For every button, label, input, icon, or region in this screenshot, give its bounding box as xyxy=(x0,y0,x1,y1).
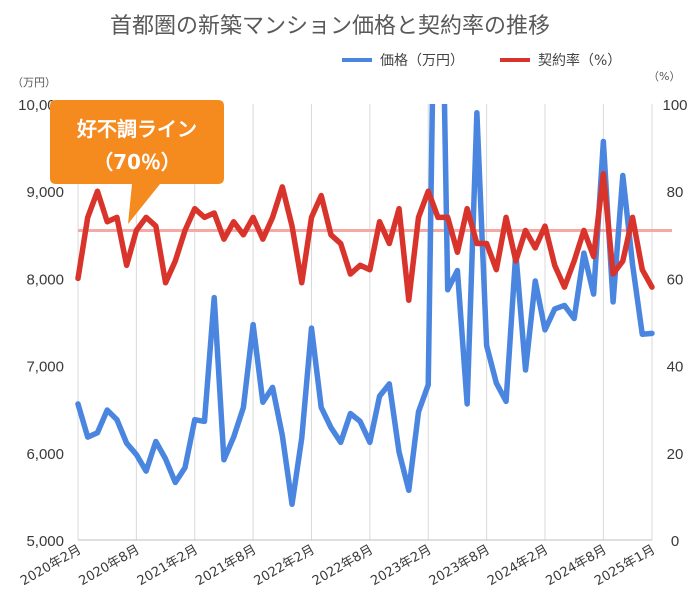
left-tick-label: 8,000 xyxy=(26,271,64,288)
x-tick-label: 2023年8月 xyxy=(427,542,493,589)
right-axis-ticks: 0 20 40 60 80 100 xyxy=(662,97,687,550)
right-axis-unit: （%） xyxy=(648,70,680,83)
callout-bubble xyxy=(50,100,224,224)
legend: 価格（万円） 契約率（%） xyxy=(342,52,621,69)
right-tick-label: 20 xyxy=(667,446,684,463)
x-tick-label: 2020年8月 xyxy=(77,542,143,589)
contract-rate-series-line xyxy=(75,171,655,303)
left-tick-label: 6,000 xyxy=(26,446,64,463)
legend-price-label: 価格（万円） xyxy=(380,53,464,69)
left-tick-label: 9,000 xyxy=(26,184,64,201)
x-tick-label: 2023年2月 xyxy=(368,542,434,589)
callout-line1: 好不調ライン xyxy=(76,117,197,141)
x-tick-label: 2021年2月 xyxy=(135,542,201,589)
left-tick-label: 7,000 xyxy=(26,359,64,376)
left-axis-unit: （万円） xyxy=(12,76,56,89)
x-tick-label: 2022年2月 xyxy=(252,542,318,589)
x-tick-label: 2024年2月 xyxy=(485,542,551,589)
price-series-line xyxy=(75,104,655,507)
chart-title: 首都圏の新築マンション価格と契約率の推移 xyxy=(110,14,550,39)
callout: 好不調ライン （70％） xyxy=(50,100,224,224)
right-tick-label: 80 xyxy=(667,184,684,201)
right-tick-label: 40 xyxy=(667,359,684,376)
right-tick-label: 100 xyxy=(662,97,687,114)
right-tick-label: 60 xyxy=(667,271,684,288)
left-tick-label: 5,000 xyxy=(26,533,64,550)
x-tick-label: 2021年8月 xyxy=(193,542,259,589)
callout-line2: （70％） xyxy=(93,150,181,174)
legend-rate-label: 契約率（%） xyxy=(538,52,621,69)
x-axis-ticks: 2020年2月2020年8月2021年2月2021年8月2022年2月2022年… xyxy=(18,542,658,589)
plot-area xyxy=(75,104,655,507)
right-tick-label: 0 xyxy=(671,533,679,550)
x-tick-label: 2022年8月 xyxy=(310,542,376,589)
